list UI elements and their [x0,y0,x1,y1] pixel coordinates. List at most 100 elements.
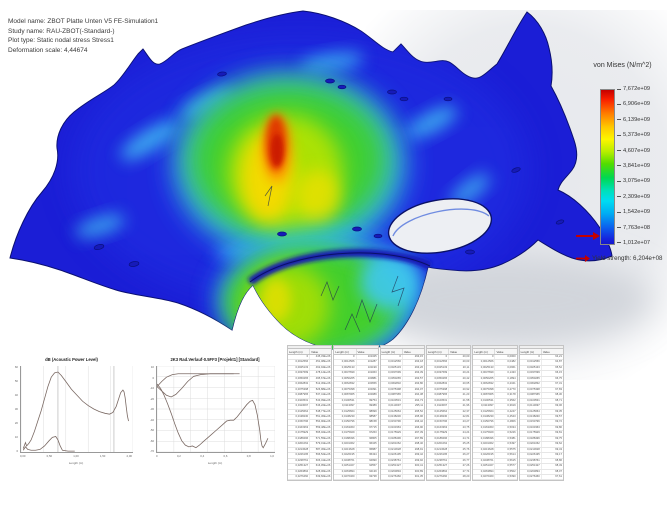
table-subheader: Value [542,349,550,354]
table-row: 0,0138230 98587 [334,414,378,421]
table-cell-value: 23,75 [462,425,470,429]
table-cell-value: 0,0482 [507,360,516,364]
table-row: 0,0012566 451,08E+06 [288,360,332,366]
table-row: 0,0150796 23,27 [426,420,471,426]
table-cell-value: 95887 [369,447,377,451]
table-cell-length: 0,0163363 [334,425,357,431]
table-cell-value: 300,41 [414,464,423,468]
table-cell-value: 95434 [369,453,377,457]
table-row: 0,0238761 68,86 [519,458,563,465]
cutout-highlight [392,208,490,237]
table-cell-value: 67,31 [555,382,562,386]
study-name-line: Study name: RAU-ZBOT(-Standard-) [8,27,115,35]
table-cell-length: 0,0113097 [334,404,357,409]
table-row: 0,0125664 22,37 [426,409,471,415]
legend-tick: 6,139e+09 [617,117,650,123]
table-subheader: Length (m) [427,349,450,354]
table-row: 0,0087965 0,3178 [473,393,517,399]
table-row: 0,0050265 495,67E+06 [288,376,332,383]
table-cell-length: 0,0125664 [334,409,357,414]
table-row: 0,0012566 101287 [334,360,378,366]
table-row: 0,0163363 23,75 [426,425,471,432]
legend-tick-label: 6,139e+09 [623,116,651,123]
table-cell-value: 94557 [369,464,377,468]
table-row: 0,0188496 69,75 [519,436,563,443]
table-cell-value: 0,5034 [507,425,516,429]
table-row: 0 64,21 [519,355,563,361]
table-cell-length: 0,0062832 [381,382,403,387]
table-cell-value: 64,21 [555,355,562,358]
table-cell-length: 0,0289027 [473,480,495,481]
table-row: 0,0226195 95434 [334,453,378,459]
table-cell-value: 24,24 [462,431,470,435]
table-row: 0,0113097 69,06 [519,404,563,410]
table-row: 0,0087965 68,30 [519,393,563,399]
table-subheader: Value [450,349,458,354]
table-row: 0,0025133 0,0961 [473,365,517,372]
mesh-lines [264,185,405,333]
legend-tick-dash-icon [617,103,621,105]
table-cell-value: 0,2341 [507,382,516,386]
table-cell-value: 0,4247 [507,409,516,413]
table-row: 0,028902767,10 [520,480,563,481]
table-row: 0,0125664 98999 [334,409,378,415]
table-cell-length: 0 [520,355,542,360]
table-cell-length: 0,0163363 [520,425,542,431]
table-cell-length: 0,0138230 [334,414,357,420]
table-cell-value: 0,5615 [507,458,516,462]
table-cell-length: 0,0075398 [473,387,496,393]
table-cell-length: 0,0012566 [427,360,450,365]
table-cell-value: 537,41E+06 [315,393,331,397]
table-row: 0,0113097 546,22E+06 [288,404,332,410]
floor-shadow [357,254,653,346]
legend-tick-label: 3,075e+09 [623,178,651,185]
table-cell-value: 101199 [367,365,377,369]
table-cell-length: 0,0175929 [427,431,450,436]
table-row: 0,0188496 24,74 [426,436,471,443]
table-cell-value: 21,23 [462,393,470,397]
plot-header: Model name: ZBOT Platte Unten V5 FE-Simu… [8,17,158,55]
table-cell-length: 0,0213628 [381,447,403,453]
table-cell-value: 69,75 [555,436,562,440]
table-cell-length: 0,0050265 [427,376,450,382]
table-row: 0,0050265 293,57 [380,376,424,383]
table-cell-length: 0,0075398 [334,387,357,393]
table-row: 0,0150796 296,42 [380,420,424,426]
table-cell-length: 0,0201062 [520,442,542,447]
results-table: Acoustic Power (dB) Length (m) Value 0 445,3… [287,345,564,481]
table-cell-length: 0,0138230 [520,414,542,420]
table-row: 0,0251327 68,49 [519,464,563,470]
table-cell-value: 554,90E+06 [315,420,331,424]
legend-tick: 2,309e+09 [617,194,650,200]
table-cell-length: 0,0100531 [334,398,357,404]
table-row: 0,0087965 100089 [334,393,378,399]
table-row: 0,0113097 21,96 [426,404,471,410]
table-cell-length: 0,0263894 [427,469,450,474]
model-name-line: Model name: ZBOT Platte Unten V5 FE-Simu… [8,18,159,25]
table-row: 0,0062832 293,80 [380,382,424,388]
table-cell-value: 606,41E+06 [315,458,331,462]
table-cell-value: 20,24 [462,371,470,375]
table-cell-value: 295,52 [414,409,423,413]
table-cell-value: 299,92 [414,458,423,462]
table-cell-length: 0,0276460 [427,474,450,480]
table-row: 0,0087965 537,41E+06 [288,393,332,399]
table-cell-value: 0,4543 [507,414,516,418]
table-cell-length: 0,0175929 [520,431,542,436]
table-subheader: Length (m) [334,349,357,354]
table-cell-value: 68,30 [555,393,562,397]
table-subheader: Length (m) [520,349,542,354]
table-cell-length: 0,0062832 [427,382,450,387]
table-cell-value: 22,37 [462,409,470,413]
table-row: 0,0075398 526,88E+06 [288,387,332,394]
table-cell-length: 0,0213628 [520,447,542,453]
chart-series-trace-c [157,384,268,448]
table-cell-value: 293,80 [414,382,423,386]
table-cell-value: 0,5390 [507,474,516,478]
x-tick-label: 0,2 [176,454,181,458]
plot-type-line: Plot type: Static nodal stress Stress1 [8,37,114,44]
x-tick-label: 0 [156,454,158,458]
table-cell-value: 67,61 [555,474,562,478]
table-cell-value: 651,68E+06 [310,480,331,481]
